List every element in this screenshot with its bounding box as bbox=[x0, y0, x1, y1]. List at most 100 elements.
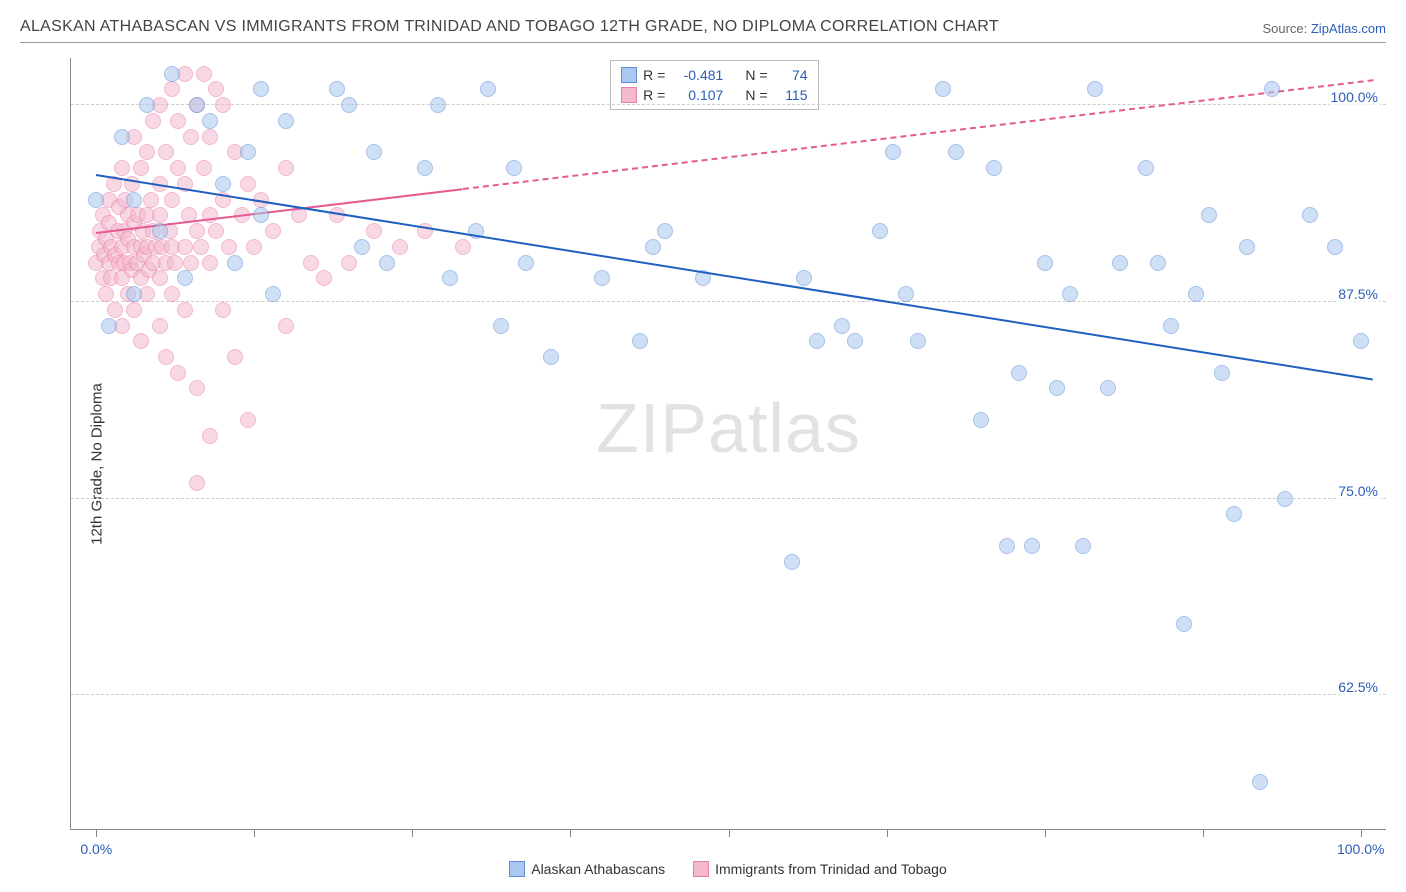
r-label: R = bbox=[643, 65, 665, 85]
x-tick-label: 0.0% bbox=[80, 841, 112, 857]
r-value: 0.107 bbox=[671, 85, 723, 105]
data-point bbox=[278, 160, 294, 176]
trend-line bbox=[463, 80, 1374, 191]
x-tick bbox=[729, 829, 730, 837]
data-point bbox=[189, 97, 205, 113]
data-point bbox=[202, 129, 218, 145]
data-point bbox=[253, 81, 269, 97]
data-point bbox=[493, 318, 509, 334]
data-point bbox=[193, 239, 209, 255]
data-point bbox=[265, 286, 281, 302]
data-point bbox=[354, 239, 370, 255]
data-point bbox=[657, 223, 673, 239]
legend-swatch bbox=[509, 861, 525, 877]
data-point bbox=[834, 318, 850, 334]
data-point bbox=[1049, 380, 1065, 396]
plot-area: ZIPatlas R =-0.481N =74R =0.107N =115 62… bbox=[70, 58, 1386, 830]
source-link[interactable]: ZipAtlas.com bbox=[1311, 21, 1386, 36]
gridline bbox=[71, 301, 1386, 302]
data-point bbox=[480, 81, 496, 97]
data-point bbox=[227, 255, 243, 271]
data-point bbox=[366, 223, 382, 239]
data-point bbox=[1011, 365, 1027, 381]
data-point bbox=[898, 286, 914, 302]
data-point bbox=[1277, 491, 1293, 507]
gridline bbox=[71, 498, 1386, 499]
data-point bbox=[158, 144, 174, 160]
data-point bbox=[253, 207, 269, 223]
watermark: ZIPatlas bbox=[596, 388, 861, 468]
legend-row: R =0.107N =115 bbox=[621, 85, 807, 105]
data-point bbox=[935, 81, 951, 97]
data-point bbox=[208, 223, 224, 239]
data-point bbox=[126, 302, 142, 318]
data-point bbox=[1226, 506, 1242, 522]
data-point bbox=[392, 239, 408, 255]
legend-label: Alaskan Athabascans bbox=[531, 861, 665, 877]
data-point bbox=[784, 554, 800, 570]
data-point bbox=[177, 270, 193, 286]
data-point bbox=[221, 239, 237, 255]
data-point bbox=[417, 160, 433, 176]
data-point bbox=[632, 333, 648, 349]
data-point bbox=[126, 192, 142, 208]
data-point bbox=[170, 365, 186, 381]
data-point bbox=[167, 255, 183, 271]
data-point bbox=[366, 144, 382, 160]
data-point bbox=[177, 239, 193, 255]
data-point bbox=[265, 223, 281, 239]
chart-title: ALASKAN ATHABASCAN VS IMMIGRANTS FROM TR… bbox=[20, 18, 999, 36]
data-point bbox=[240, 176, 256, 192]
legend-swatch bbox=[693, 861, 709, 877]
x-tick bbox=[412, 829, 413, 837]
data-point bbox=[126, 286, 142, 302]
legend-swatch bbox=[621, 67, 637, 83]
data-point bbox=[88, 192, 104, 208]
data-point bbox=[170, 113, 186, 129]
data-point bbox=[215, 176, 231, 192]
gridline bbox=[71, 694, 1386, 695]
data-point bbox=[1024, 538, 1040, 554]
watermark-bold: ZIP bbox=[596, 389, 708, 467]
data-point bbox=[1075, 538, 1091, 554]
data-point bbox=[645, 239, 661, 255]
data-point bbox=[240, 144, 256, 160]
data-point bbox=[329, 81, 345, 97]
data-point bbox=[1163, 318, 1179, 334]
data-point bbox=[1150, 255, 1166, 271]
x-tick bbox=[570, 829, 571, 837]
data-point bbox=[1264, 81, 1280, 97]
data-point bbox=[1112, 255, 1128, 271]
y-tick-label: 62.5% bbox=[1336, 679, 1380, 695]
data-point bbox=[133, 160, 149, 176]
chart-header: ALASKAN ATHABASCAN VS IMMIGRANTS FROM TR… bbox=[20, 18, 1386, 43]
data-point bbox=[164, 81, 180, 97]
data-point bbox=[872, 223, 888, 239]
data-point bbox=[809, 333, 825, 349]
data-point bbox=[1100, 380, 1116, 396]
data-point bbox=[189, 223, 205, 239]
data-point bbox=[506, 160, 522, 176]
watermark-thin: atlas bbox=[708, 389, 861, 467]
data-point bbox=[973, 412, 989, 428]
data-point bbox=[430, 97, 446, 113]
n-value: 74 bbox=[774, 65, 808, 85]
data-point bbox=[158, 349, 174, 365]
data-point bbox=[107, 302, 123, 318]
data-point bbox=[227, 349, 243, 365]
data-point bbox=[1176, 616, 1192, 632]
legend-item: Alaskan Athabascans bbox=[509, 861, 665, 877]
data-point bbox=[1201, 207, 1217, 223]
data-point bbox=[986, 160, 1002, 176]
y-tick-label: 75.0% bbox=[1336, 483, 1380, 499]
data-point bbox=[139, 97, 155, 113]
data-point bbox=[455, 239, 471, 255]
data-point bbox=[1188, 286, 1204, 302]
data-point bbox=[202, 255, 218, 271]
data-point bbox=[1087, 81, 1103, 97]
chart-container: 12th Grade, No Diploma ZIPatlas R =-0.48… bbox=[20, 48, 1386, 880]
data-point bbox=[143, 192, 159, 208]
data-point bbox=[139, 144, 155, 160]
data-point bbox=[189, 380, 205, 396]
data-point bbox=[303, 255, 319, 271]
